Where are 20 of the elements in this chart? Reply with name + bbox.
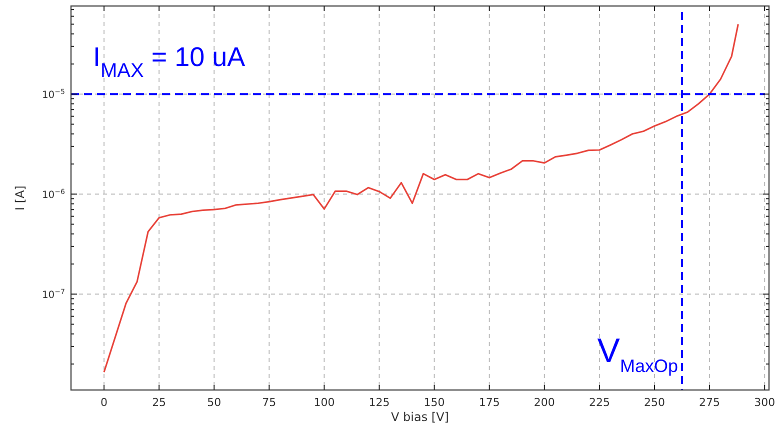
x-tick-label: 25 — [152, 396, 166, 409]
ref-line-label: V$_{MaxOp}$ — [597, 332, 678, 376]
x-tick-label: 150 — [424, 396, 445, 409]
x-tick-label: 200 — [534, 396, 555, 409]
x-tick-label: 125 — [368, 396, 390, 409]
x-tick-label: 100 — [314, 396, 335, 409]
y-tick-label: 10$^{−6}$ — [42, 188, 66, 202]
x-tick-label: 50 — [207, 396, 222, 409]
x-tick-label: 75 — [262, 396, 276, 409]
y-tick-label: 10$^{−7}$ — [42, 288, 65, 302]
x-tick-label: 225 — [588, 396, 610, 409]
x-tick-label: 300 — [754, 396, 776, 409]
ref-line-label: I$_{MAX}$ = 10 uA — [93, 42, 246, 82]
x-tick-label: 250 — [644, 396, 665, 409]
x-axis-title: V bias [V] — [391, 410, 449, 424]
x-tick-label: 0 — [100, 396, 108, 409]
x-tick-label: 275 — [699, 396, 720, 409]
y-axis-title: I [A] — [13, 186, 27, 210]
x-tick-label: 175 — [478, 396, 500, 409]
y-tick-label: 10$^{−5}$ — [42, 88, 65, 102]
